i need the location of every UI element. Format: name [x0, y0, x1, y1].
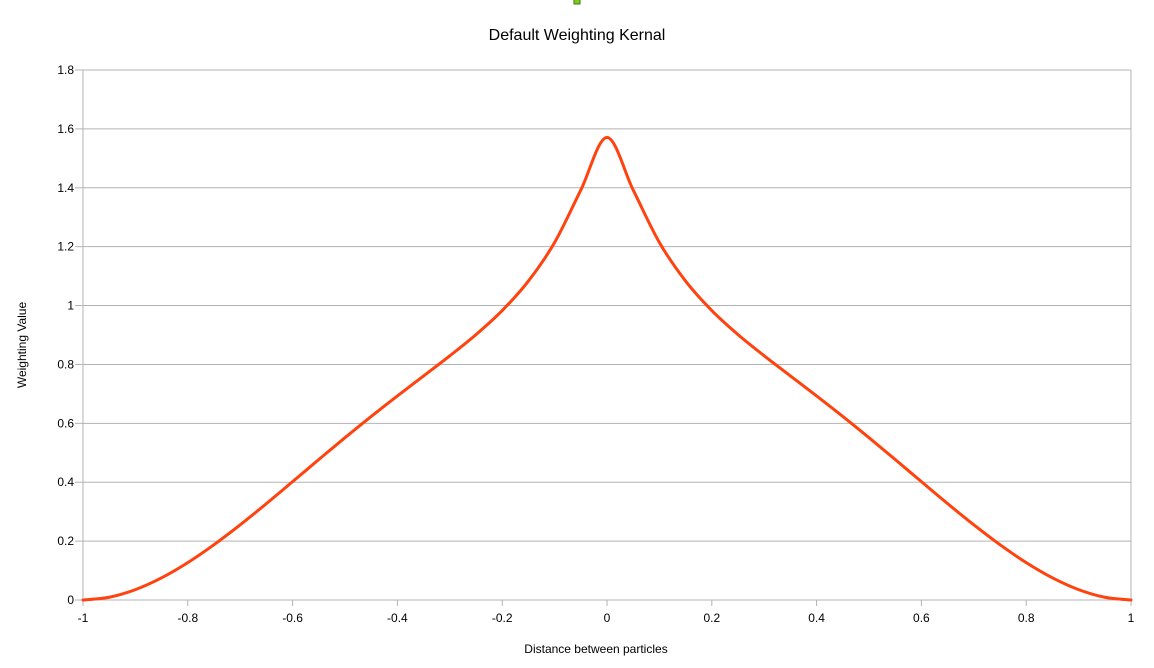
chart-title: Default Weighting Kernal	[489, 27, 666, 44]
y-axis-title: Weighting Value	[15, 302, 29, 389]
x-axis-title: Distance between particles	[524, 642, 667, 656]
y-tick-label: 0.6	[57, 416, 74, 430]
series-line	[81, 135, 1133, 602]
y-tick-label: 0.2	[57, 534, 74, 548]
x-tick-label: 0	[604, 611, 611, 625]
y-tick-label: 0.4	[57, 475, 74, 489]
x-tick-label: 1	[1128, 611, 1135, 625]
x-tick-label: -0.6	[282, 611, 303, 625]
y-tick-label: 1.8	[57, 63, 74, 77]
plot-series	[81, 135, 1133, 602]
x-tick-label: -0.2	[492, 611, 513, 625]
y-tick-label: 1	[67, 299, 74, 313]
x-tick-label: 0.6	[913, 611, 930, 625]
y-tick-label: 0	[67, 593, 74, 607]
x-tick-label: 0.8	[1018, 611, 1035, 625]
x-tick-labels: -1 -0.8 -0.6 -0.4 -0.2 0 0.2 0.4 0.6 0.8 1	[78, 611, 1135, 625]
y-tick-label: 1.6	[57, 122, 74, 136]
y-tick-label: 1.2	[57, 240, 74, 254]
x-tick-label: -1	[78, 611, 89, 625]
x-tick-label: 0.4	[808, 611, 825, 625]
y-tick-labels: 0 0.2 0.4 0.6 0.8 1 1.2 1.4 1.6 1.8	[57, 63, 74, 607]
selection-handle[interactable]	[573, 0, 581, 5]
x-tick-label: -0.8	[177, 611, 198, 625]
x-tick-label: -0.4	[387, 611, 408, 625]
gridlines	[83, 69, 1131, 601]
axes	[75, 69, 1132, 606]
x-tick-label: 0.2	[703, 611, 720, 625]
y-tick-label: 1.4	[57, 181, 74, 195]
y-tick-label: 0.8	[57, 357, 74, 371]
